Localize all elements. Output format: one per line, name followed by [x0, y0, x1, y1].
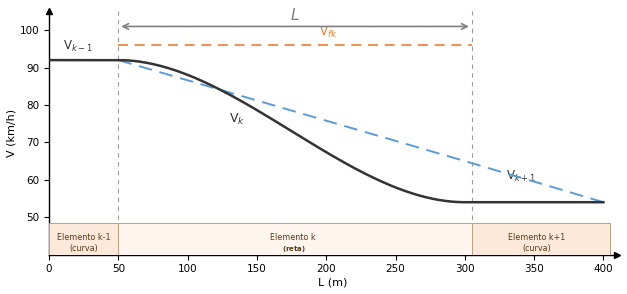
Text: V$_{k+1}$: V$_{k+1}$ [507, 168, 536, 183]
Text: (curva): (curva) [522, 244, 551, 253]
Text: Elemento k: Elemento k [270, 233, 319, 242]
Y-axis label: V (km/h): V (km/h) [7, 109, 17, 157]
Text: $\bf{(reta)}$: $\bf{(reta)}$ [282, 244, 307, 254]
X-axis label: L (m): L (m) [319, 277, 348, 287]
Text: Elemento k+1: Elemento k+1 [508, 233, 566, 242]
Bar [472, 223, 610, 255]
Text: V$_{k-1}$: V$_{k-1}$ [63, 39, 92, 54]
Text: (curva): (curva) [70, 244, 98, 253]
Bar [119, 223, 472, 255]
Text: L: L [290, 8, 298, 23]
Text: V$_k$: V$_k$ [229, 112, 245, 128]
Text: V$_{fk}$: V$_{fk}$ [319, 24, 337, 39]
Text: Elemento k-1: Elemento k-1 [57, 233, 110, 242]
Bar [49, 223, 119, 255]
